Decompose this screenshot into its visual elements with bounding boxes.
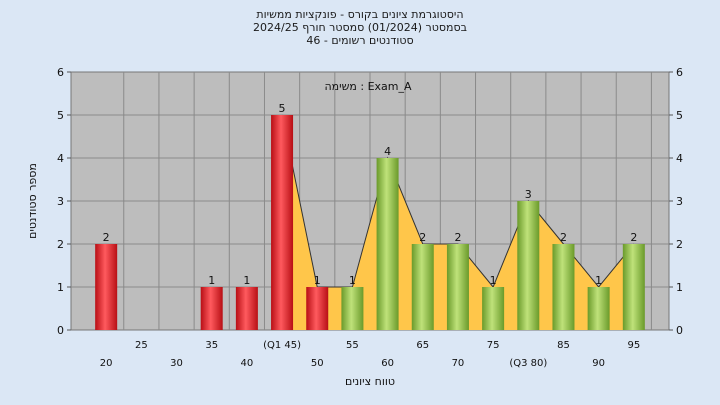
bar-75 [482, 287, 505, 330]
data-label: 4 [384, 145, 391, 158]
data-label: 1 [208, 274, 215, 287]
y-tick-label-left: 6 [57, 66, 64, 79]
y-tick-label-right: 5 [676, 109, 683, 122]
y-tick-label-left: 0 [57, 324, 64, 337]
area-series-fill [282, 115, 634, 330]
y-axis-label: מספר סטודנטים [26, 163, 39, 239]
data-label: 1 [243, 274, 250, 287]
bar-50 [306, 287, 329, 330]
x-tick-label: 30 [170, 358, 183, 369]
data-label: 1 [490, 274, 497, 287]
bar-90 [587, 287, 610, 330]
chart-annotation: משימה : Exam_A [324, 80, 412, 93]
data-label: 2 [630, 231, 637, 244]
x-axis-ticks: 20 25 30 35 40 (Q1 45) 50 55 60 65 70 75 (Q3 80) 85 90… [100, 340, 640, 369]
x-tick-label: 60 [381, 358, 394, 369]
y-tick-label-left: 2 [57, 238, 64, 251]
chart-title: היסטוגרמת ציונים בקורס - פונקציות ממשיות [256, 8, 464, 21]
data-label: 1 [595, 274, 602, 287]
x-tick-label: 95 [627, 340, 640, 351]
x-tick-label: (Q1 45) [263, 340, 301, 351]
x-tick-label: 70 [452, 358, 465, 369]
x-tick-label: (Q3 80) [509, 358, 547, 369]
data-label: 1 [349, 274, 356, 287]
bars [95, 115, 645, 330]
bar-40 [235, 287, 258, 330]
data-label: 2 [454, 231, 461, 244]
data-label: 2 [560, 231, 567, 244]
student-count: סטודנטים רשומים - 46 [306, 34, 414, 47]
y-tick-label-right: 3 [676, 195, 683, 208]
y-tick-label-left: 4 [57, 152, 64, 165]
x-tick-label: 85 [557, 340, 570, 351]
x-tick-label: 20 [100, 358, 113, 369]
y-tick-label-left: 5 [57, 109, 64, 122]
x-tick-label: 35 [205, 340, 218, 351]
bar-60 [376, 158, 399, 330]
bar-95 [622, 244, 645, 330]
y-tick-label-left: 3 [57, 195, 64, 208]
x-tick-label: 55 [346, 340, 359, 351]
bar-85 [552, 244, 575, 330]
y-axis-left-ticks: 0 1 2 3 4 5 6 [57, 66, 71, 337]
bar-55 [341, 287, 364, 330]
x-tick-label: 75 [487, 340, 500, 351]
y-tick-label-right: 2 [676, 238, 683, 251]
data-label: 2 [103, 231, 110, 244]
x-tick-label: 50 [311, 358, 324, 369]
y-tick-label-right: 1 [676, 281, 683, 294]
data-label: 1 [314, 274, 321, 287]
bar-70 [446, 244, 469, 330]
chart-title-block: היסטוגרמת ציונים בקורס - פונקציות ממשיות… [0, 8, 720, 47]
x-axis-label: טווח ציונים [345, 375, 395, 388]
y-tick-label-right: 0 [676, 324, 683, 337]
y-axis-right-ticks: 0 1 2 3 4 5 6 [669, 66, 683, 337]
bar-Q1-45 [271, 115, 294, 330]
y-tick-label-left: 1 [57, 281, 64, 294]
bar-65 [411, 244, 434, 330]
data-labels: 2 1 1 5 1 1 4 2 2 1 3 2 1 2 [103, 102, 638, 287]
chart-subtitle: בסמסטר (01/2024) סמסטר חורף 2024/25 [253, 21, 467, 34]
data-label: 5 [279, 102, 286, 115]
x-tick-label: 40 [241, 358, 254, 369]
bar-20 [95, 244, 118, 330]
data-label: 2 [419, 231, 426, 244]
x-tick-label: 25 [135, 340, 148, 351]
x-tick-label: 90 [592, 358, 605, 369]
x-tick-label: 65 [416, 340, 429, 351]
y-tick-label-right: 4 [676, 152, 683, 165]
bar-35 [200, 287, 223, 330]
data-label: 3 [525, 188, 532, 201]
y-tick-label-right: 6 [676, 66, 683, 79]
bar-Q3-80 [517, 201, 540, 330]
